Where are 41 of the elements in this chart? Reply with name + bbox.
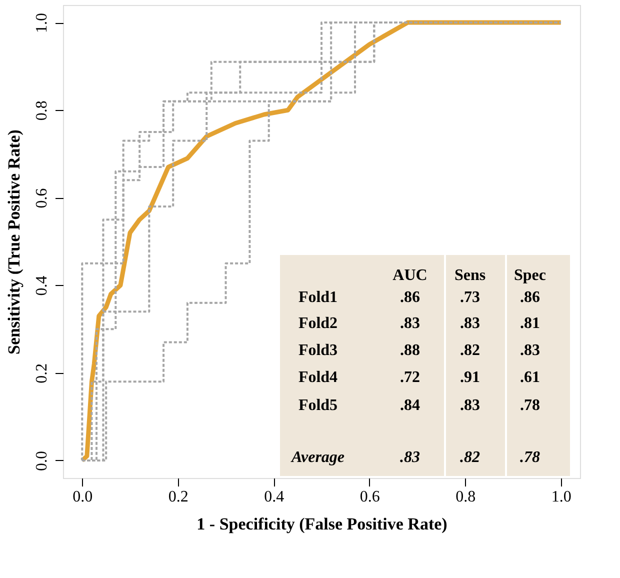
y-tick-label: 0.8 xyxy=(34,100,50,121)
x-tick-label: 1.0 xyxy=(551,488,572,506)
y-tick-label: 0.6 xyxy=(34,188,50,208)
annotation: .91 xyxy=(460,369,480,386)
annotation: Spec xyxy=(514,267,546,284)
annotation: .83 xyxy=(400,315,420,332)
x-tick-label: 0.2 xyxy=(168,488,188,506)
annotation: .78 xyxy=(520,397,540,414)
y-tick-label: 1.0 xyxy=(34,13,50,34)
y-tick-label: 0.2 xyxy=(34,363,50,384)
annotation: Fold5 xyxy=(298,397,338,414)
annotation: .73 xyxy=(460,289,480,306)
annotation: AUC xyxy=(392,267,428,284)
y-tick-label: 0.4 xyxy=(34,276,50,296)
annotation: .82 xyxy=(460,342,480,359)
annotation: .81 xyxy=(520,315,540,332)
x-tick-label: 0.8 xyxy=(456,488,476,506)
annotation: .61 xyxy=(520,369,540,386)
annotation: .86 xyxy=(400,289,420,306)
annotation: Fold1 xyxy=(298,289,338,306)
annotation: Fold3 xyxy=(298,342,338,359)
y-axis-title: Sensitivity (True Positive Rate) xyxy=(4,130,24,354)
annotation: .83 xyxy=(520,342,540,359)
annotation: Sens xyxy=(454,267,486,284)
x-axis-title: 1 - Specificity (False Positive Rate) xyxy=(196,514,448,534)
annotation: .84 xyxy=(400,397,420,414)
annotation: .72 xyxy=(400,369,420,386)
annotation: .83 xyxy=(400,449,420,466)
x-tick-label: 0.0 xyxy=(72,488,93,506)
annotation: .83 xyxy=(460,397,480,414)
annotation: Fold4 xyxy=(298,369,338,386)
annotation: .78 xyxy=(520,449,540,466)
x-tick-label: 0.4 xyxy=(264,488,284,506)
annotation: .86 xyxy=(520,289,540,306)
annotation: .83 xyxy=(460,315,480,332)
annotation: .88 xyxy=(400,342,420,359)
annotation: .82 xyxy=(460,449,480,466)
x-tick-label: 0.6 xyxy=(360,488,380,506)
annotation: Average xyxy=(290,449,345,466)
annotation: Fold2 xyxy=(298,315,338,332)
y-tick-label: 0.0 xyxy=(34,450,50,471)
